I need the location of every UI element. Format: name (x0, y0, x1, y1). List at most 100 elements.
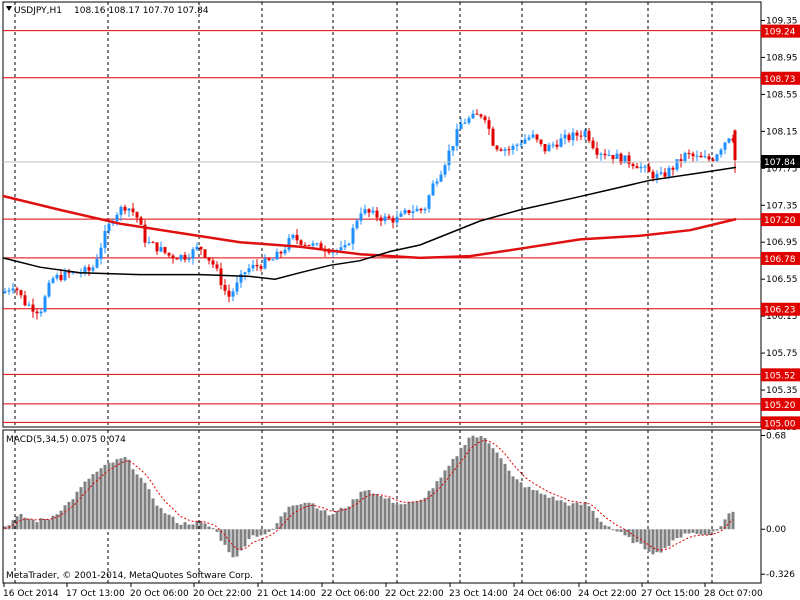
macd-bar (615, 529, 619, 532)
candle-body (151, 242, 155, 244)
candle-body (423, 208, 427, 211)
time-tick-label: 23 Oct 14:00 (449, 589, 508, 599)
macd-bar (467, 437, 471, 530)
candle-body (67, 271, 71, 274)
candle-body (227, 290, 231, 297)
level-tags: 109.24 108.73 107.20 106.78 106.23 105.52 105.… (761, 24, 800, 430)
candle-body (271, 259, 275, 261)
macd-bar (707, 529, 711, 536)
macd-bar (355, 498, 359, 530)
macd-bar (703, 529, 707, 535)
candle-body (647, 166, 651, 172)
macd-bar (583, 503, 587, 530)
macd-bar (395, 504, 399, 530)
candle-body (731, 138, 735, 141)
macd-bar (367, 489, 371, 530)
candle-body (135, 212, 139, 218)
macd-bar (623, 529, 627, 536)
level-tag (761, 251, 800, 265)
candle-body (459, 123, 463, 130)
candle-body (455, 129, 459, 146)
candle-body (439, 174, 443, 182)
macd-bar (243, 529, 247, 547)
macd-bar (383, 498, 387, 530)
candle-body (267, 258, 271, 261)
macd-bar (223, 529, 227, 545)
candle-body (347, 243, 351, 246)
macd-bar (411, 501, 415, 530)
candle-body (327, 251, 331, 253)
macd-bar (279, 516, 283, 530)
macd-bar (639, 529, 643, 544)
candle-body (187, 258, 191, 260)
macd-bar (487, 443, 491, 530)
candle-body (247, 268, 251, 273)
candle-body (35, 311, 39, 314)
candle-body (63, 271, 67, 281)
candle-body (239, 274, 243, 283)
macd-bar (171, 516, 175, 530)
macd-bar (443, 470, 447, 530)
level-tag-value: 109.24 (764, 28, 796, 38)
candle-body (427, 195, 431, 209)
macd-bar (507, 470, 511, 530)
candle-body (655, 173, 659, 179)
macd-bar (55, 514, 59, 530)
macd-bar (523, 487, 527, 530)
dropdown-arrow-icon[interactable] (6, 6, 12, 11)
macd-bar (691, 529, 695, 533)
candle-body (3, 291, 7, 294)
macd-bar (471, 435, 475, 530)
macd-bar (571, 503, 575, 530)
time-tick-label: 22 Oct 06:00 (321, 589, 380, 599)
price-panel[interactable]: USDJPY,H1 108.16 108.17 107.70 107.84 (2, 1, 762, 428)
candle-body (511, 145, 515, 150)
macd-bar (79, 487, 83, 530)
candle-body (123, 206, 127, 211)
candle-body (95, 258, 99, 268)
macd-signal-line (4, 439, 734, 551)
macd-bar (179, 524, 183, 530)
candle-body (43, 296, 47, 312)
candle-body (59, 275, 63, 281)
candle-body (543, 143, 547, 152)
candle-body (611, 155, 615, 159)
macd-bar (35, 522, 39, 530)
macd-bar (459, 447, 463, 530)
macd-bar (215, 529, 219, 532)
macd-bar (483, 437, 487, 530)
candle-body (523, 139, 527, 144)
macd-bar (287, 506, 291, 530)
candle-body (587, 130, 591, 141)
price-axis: 109.35 108.95 108.55 108.15 107.75 107.35 106.… (761, 16, 798, 433)
macd-bar (39, 518, 43, 530)
macd-bar (319, 510, 323, 530)
price-tick-label: 106.15 (766, 312, 798, 322)
level-tag-value: 106.78 (764, 255, 796, 265)
macd-bar (183, 522, 187, 530)
macd-bar (535, 490, 539, 530)
candle-body (243, 272, 247, 275)
level-tag (761, 24, 800, 38)
macd-bar (387, 498, 391, 530)
candle-body (339, 247, 343, 251)
candle-body (11, 288, 15, 291)
macd-bar (519, 482, 523, 530)
slow-moving-average (2, 194, 737, 260)
macd-bar (695, 529, 699, 534)
current-price-value: 107.84 (764, 158, 796, 168)
candle-body (279, 251, 283, 254)
time-tick-label: 17 Oct 13:00 (66, 589, 125, 599)
macd-bar (723, 519, 727, 530)
macd-bar (315, 508, 319, 530)
candle-body (639, 166, 643, 169)
macd-bar (587, 506, 591, 530)
macd-panel[interactable]: MACD(5,34,5) 0.075 0.074 MetaTrader, © 2… (2, 429, 762, 584)
candle-body (643, 166, 647, 168)
macd-bar (447, 465, 451, 530)
candle-body (703, 156, 707, 158)
macd-bar (167, 514, 171, 530)
candle-body (167, 252, 171, 256)
candle-body (519, 143, 523, 145)
